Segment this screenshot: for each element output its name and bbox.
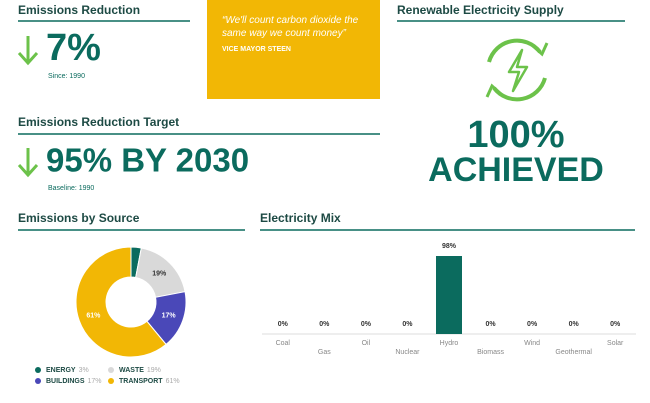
x-tick-label: Wind: [524, 340, 540, 347]
x-tick-label: Hydro: [440, 340, 459, 347]
x-tick-label: Gas: [318, 349, 331, 356]
legend-entry: BUILDINGS 17%: [46, 378, 102, 385]
value-label: 0%: [402, 321, 413, 328]
x-tick-label: Biomass: [477, 349, 504, 356]
legend-value: 19%: [147, 367, 161, 374]
note: Since: 1990: [48, 73, 85, 80]
legend-name: BUILDINGS: [46, 378, 85, 385]
value-label: 0%: [569, 321, 580, 328]
chart-title: Emissions by Source: [18, 211, 140, 225]
renewable-icon: [485, 38, 549, 102]
chart-title: Electricity Mix: [260, 211, 341, 225]
legend-name: WASTE: [119, 367, 144, 374]
x-tick-label: Nuclear: [395, 349, 420, 356]
x-tick-label: Geothermal: [555, 349, 592, 356]
legend-entry: WASTE 19%: [119, 367, 161, 374]
down-arrow: [17, 148, 39, 178]
legend-swatch: [35, 367, 41, 373]
x-tick-label: Coal: [276, 340, 291, 347]
down-arrow: [17, 36, 39, 66]
legend-entry: ENERGY 3%: [46, 367, 89, 374]
legend-value: 17%: [88, 378, 102, 385]
legend-swatch: [108, 378, 114, 384]
donut-slice: [75, 246, 167, 358]
section-title: Emissions Reduction Target: [18, 115, 179, 129]
value-label: 0%: [319, 321, 330, 328]
section-title: Emissions Reduction: [18, 3, 140, 17]
x-tick-label: Solar: [607, 340, 624, 347]
value-label: 0%: [278, 321, 289, 328]
legend-value: 61%: [166, 378, 180, 385]
legend-value: 3%: [79, 367, 89, 374]
slice-label: 17%: [162, 312, 177, 319]
legend-name: TRANSPORT: [119, 378, 163, 385]
x-tick-label: Oil: [362, 340, 371, 347]
value-label: 0%: [610, 321, 621, 328]
legend-name: ENERGY: [46, 367, 76, 374]
big-value: 95% BY 2030: [46, 142, 249, 179]
slice-label: 19%: [152, 271, 167, 278]
value-label: 0%: [527, 321, 538, 328]
quote-author: VICE MAYOR STEEN: [222, 46, 291, 53]
big-value: 7%: [46, 27, 101, 69]
status: ACHIEVED: [428, 151, 604, 189]
note: Baseline: 1990: [48, 185, 94, 192]
quote-box: “We'll count carbon dioxide the same way…: [207, 0, 380, 99]
slice-label: 61%: [86, 312, 101, 319]
bar: [436, 256, 462, 334]
section-title: Renewable Electricity Supply: [397, 3, 564, 17]
value-label: 0%: [361, 321, 372, 328]
value-label: 0%: [485, 321, 496, 328]
quote-text: “We'll count carbon dioxide the same way…: [222, 15, 359, 39]
legend-swatch: [35, 378, 41, 384]
legend-entry: TRANSPORT 61%: [119, 378, 180, 385]
value-label: 98%: [442, 243, 457, 250]
legend-swatch: [108, 367, 114, 373]
big-value: 100%: [467, 114, 564, 156]
